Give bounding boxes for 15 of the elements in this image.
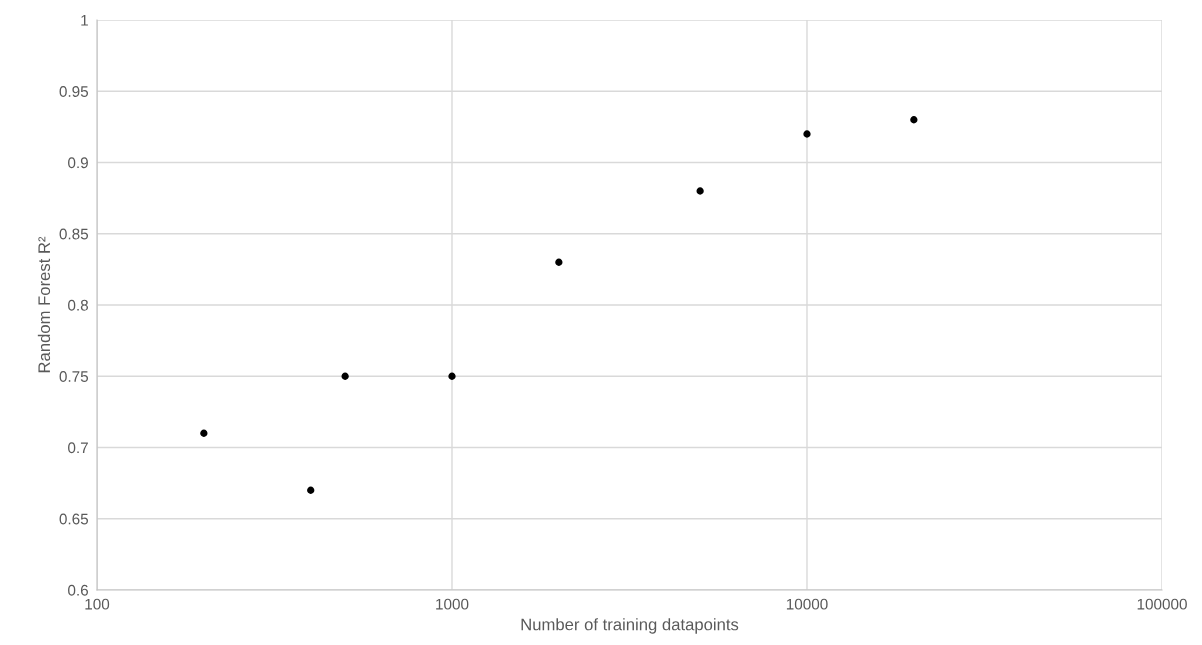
y-tick-label: 1	[81, 15, 88, 26]
y-tick-label: 0.9	[68, 157, 88, 169]
y-axis-title: Random Forest R²	[37, 236, 51, 373]
y-tick-label: 0.7	[68, 442, 88, 454]
y-tick-label: 0.85	[59, 228, 89, 240]
x-tick-label: 100000	[1137, 598, 1187, 610]
y-tick-label: 0.8	[68, 299, 88, 311]
x-tick-label: 10000	[786, 598, 828, 610]
y-tick-label: 0.75	[59, 371, 89, 382]
x-axis-title: Number of training datapoints	[521, 618, 739, 634]
x-tick-label: 1000	[436, 598, 469, 610]
y-tick-label: 0.65	[59, 513, 89, 525]
x-tick-label: 100	[85, 598, 110, 610]
y-tick-label: 0.95	[59, 86, 89, 97]
y-tick-label: 0.6	[68, 584, 88, 596]
